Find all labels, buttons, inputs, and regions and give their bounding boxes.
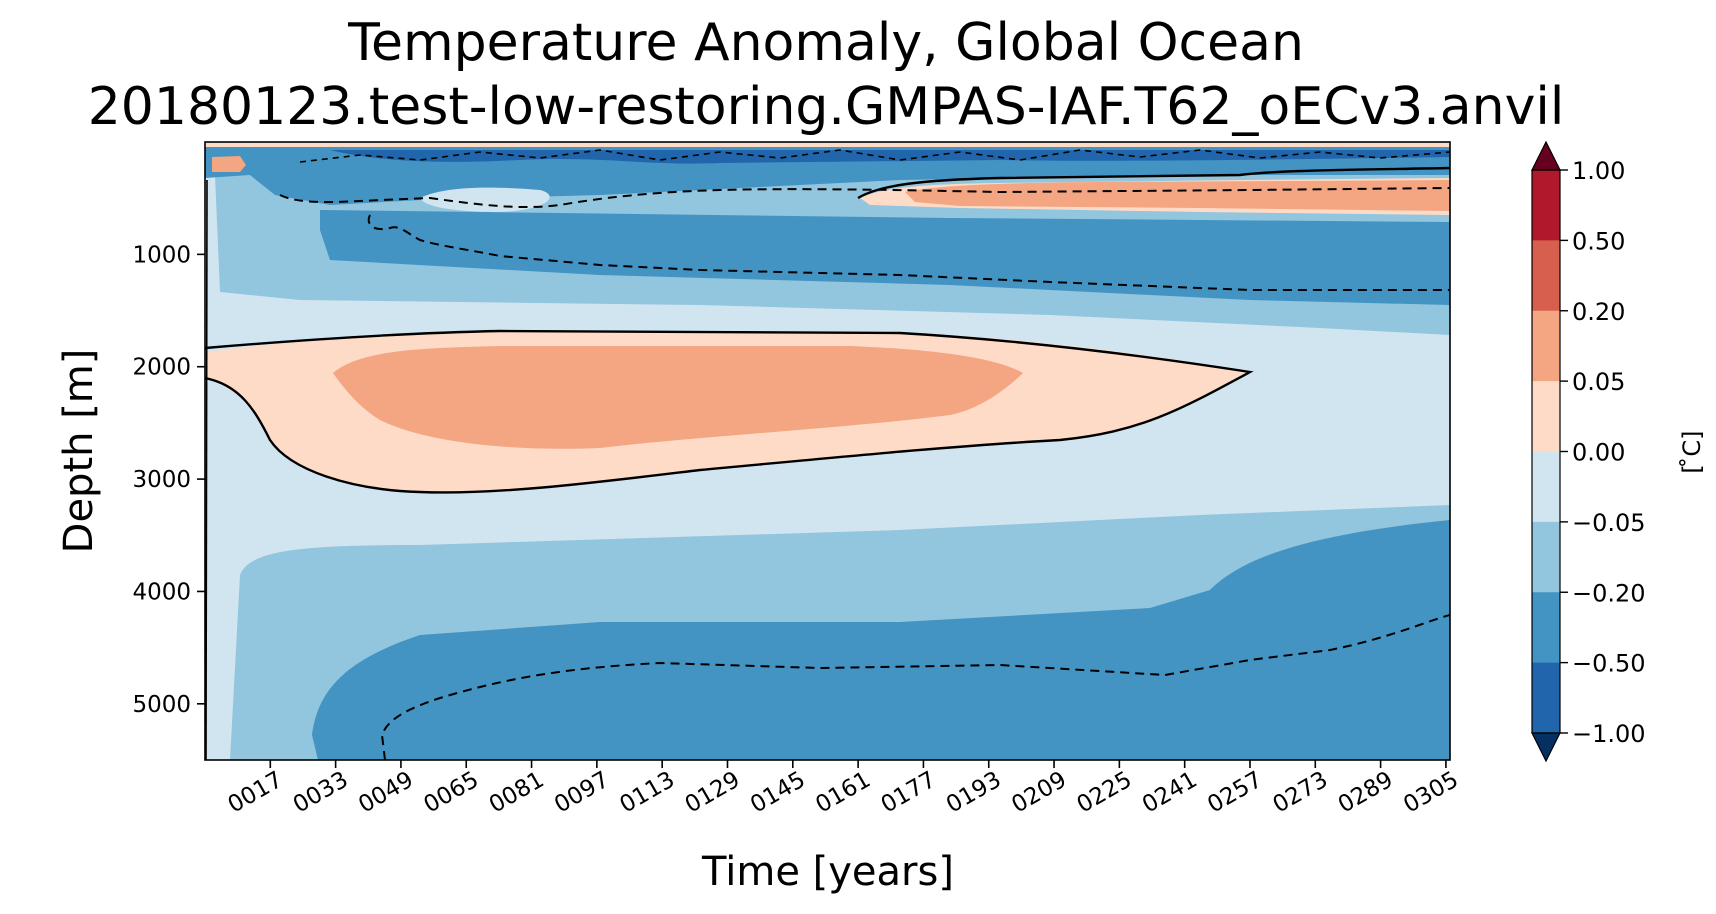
colorbar-tick-label: −0.50 [1572,650,1646,678]
x-tick-label: 0257 [1203,767,1267,819]
x-tick-label: 0241 [1138,767,1202,819]
y-axis: 1000 2000 3000 4000 5000 [132,242,205,718]
x-tick-label: 0193 [942,767,1006,819]
chart-subtitle: 20180123.test-low-restoring.GMPAS-IAF.T6… [88,77,1565,137]
region-surface-light-patch [420,187,550,212]
x-tick-label: 0081 [485,767,549,819]
x-tick-label: 0209 [1007,767,1071,819]
y-tick-label: 4000 [132,579,191,605]
colorbar-tick-label: 0.50 [1572,227,1625,255]
x-axis: 0017 0033 0049 0065 0081 0097 0113 0129 0145 0161… [224,760,1463,818]
region-surface-warm-strip [205,142,1450,147]
colorbar-tick-label: −0.20 [1572,579,1646,607]
x-tick-label: 0017 [224,767,288,819]
contour-surface-noise [299,149,1450,163]
y-tick-label: 3000 [132,467,191,493]
colorbar-tick-label: 1.00 [1572,157,1625,185]
x-tick-label: 0305 [1399,767,1463,819]
colorbar-tick-label: −1.00 [1572,720,1646,748]
contour-left-edge [205,179,208,760]
region-mid-depth-warm-core [333,346,1023,449]
x-tick-label: 0273 [1269,767,1333,819]
x-tick-label: 0113 [615,767,679,819]
colorbar-tick-label: 0.05 [1572,368,1625,396]
colorbar-segment [1532,381,1560,452]
x-tick-label: 0161 [811,767,875,819]
colorbar-segment [1532,170,1560,241]
colorbar-label: [ ̊C] [1678,430,1706,473]
region-deep-cold-layer [312,520,1450,760]
region-upper-cold-band [320,210,1450,305]
x-tick-label: 0177 [877,767,941,819]
colorbar: −1.00 −0.50 −0.20 −0.05 0.00 0.05 0.20 0.50 1.00 [1531,140,1646,763]
contour-zero-mid [205,329,1254,494]
x-tick-label: 0097 [550,767,614,819]
x-tick-label: 0065 [420,767,484,819]
region-surface-dark [330,150,1450,164]
region-upper-warm-tongue [905,180,1450,211]
contour-zero-upper [857,166,1450,200]
y-tick-label: 1000 [132,242,191,268]
contour-neg02-upper [367,214,1450,291]
colorbar-segment [1532,451,1560,523]
colorbar-segment [1532,310,1560,382]
x-tick-label: 0225 [1073,767,1137,819]
y-tick-label: 2000 [132,355,191,381]
y-tick-label: 5000 [132,692,191,718]
colorbar-segment [1532,240,1560,312]
contour-neg02-deep [380,614,1450,760]
colorbar-segment [1532,662,1560,734]
colorbar-extend-low [1531,732,1561,763]
region-surface-warm-spot [212,156,246,172]
x-tick-label: 0289 [1334,767,1398,819]
plot-frame [204,141,1451,761]
colorbar-tick-label: −0.05 [1572,509,1646,537]
x-tick-label: 0145 [746,767,810,819]
colorbar-tick-label: 0.00 [1572,439,1625,467]
x-tick-label: 0129 [681,767,745,819]
colorbar-tick-label: 0.20 [1572,298,1625,326]
colorbar-extend-high [1531,140,1561,171]
colorbar-segment [1532,592,1560,664]
y-axis-label: Depth [m] [56,349,102,554]
contour-neg02-surface [279,187,1450,208]
x-tick-label: 0033 [289,767,353,819]
colorbar-segment [1532,521,1560,593]
x-axis-label: Time [years] [701,849,954,895]
x-tick-label: 0049 [354,767,418,819]
chart-title: Temperature Anomaly, Global Ocean [347,13,1304,73]
plot-area [205,142,1450,760]
